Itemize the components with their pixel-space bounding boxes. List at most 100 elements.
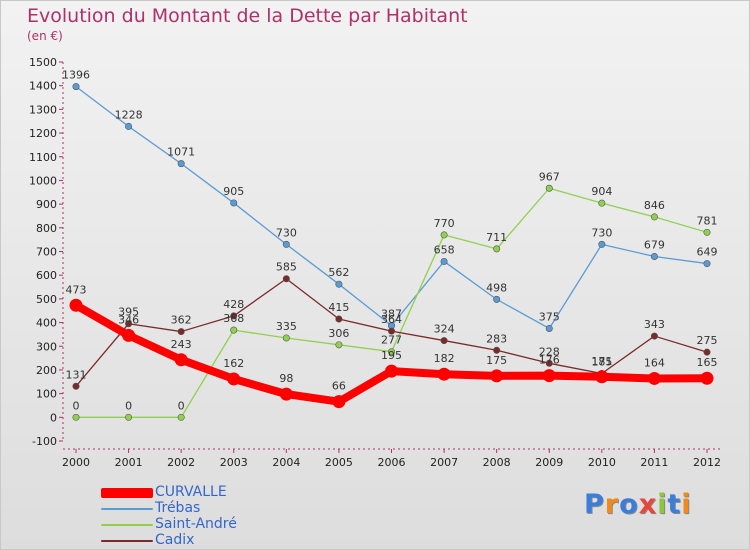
data-point <box>595 370 609 384</box>
logo-letter: t <box>667 489 682 520</box>
data-label: 175 <box>486 354 507 367</box>
data-point <box>387 348 395 356</box>
data-label: 730 <box>591 226 612 239</box>
data-point <box>122 328 136 342</box>
x-tick-label: 2011 <box>640 456 668 469</box>
x-tick-label: 2010 <box>588 456 616 469</box>
data-point <box>125 413 133 421</box>
data-point <box>227 372 241 386</box>
data-label: 473 <box>66 283 87 296</box>
data-label: 904 <box>591 185 612 198</box>
y-tick-label: 100 <box>36 388 57 401</box>
y-tick-label: 800 <box>36 222 57 235</box>
data-label: 306 <box>328 327 349 340</box>
data-point <box>440 337 448 345</box>
y-tick-label: 300 <box>36 340 57 353</box>
chart-title: Evolution du Montant de la Dette par Hab… <box>27 5 468 27</box>
series-line-trébas <box>75 85 708 330</box>
legend-swatch <box>101 524 153 526</box>
data-point <box>542 369 556 383</box>
data-label: 66 <box>332 380 346 393</box>
data-point <box>72 83 80 91</box>
data-point <box>332 395 346 409</box>
y-tick-label: 1100 <box>29 151 57 164</box>
data-point <box>598 199 606 207</box>
y-tick-label: 600 <box>36 269 57 282</box>
data-label: 0 <box>125 399 132 412</box>
logo-letter: i <box>681 489 692 520</box>
axes: -100010020030040050060070080090010001100… <box>29 56 721 469</box>
data-point <box>282 334 290 342</box>
data-label: 176 <box>539 354 560 367</box>
data-point <box>700 371 714 385</box>
data-label: 131 <box>66 368 87 381</box>
legend-label: Cadix <box>155 532 195 548</box>
y-tick-label: 1500 <box>29 56 57 69</box>
data-point <box>177 413 185 421</box>
data-label: 0 <box>178 399 185 412</box>
data-label: 324 <box>434 323 455 336</box>
data-label: 649 <box>697 246 718 259</box>
data-point <box>703 348 711 356</box>
data-label: 730 <box>276 226 297 239</box>
legend-label: Trébas <box>155 500 201 516</box>
data-label: 658 <box>434 243 455 256</box>
legend-label: CURVALLE <box>155 484 227 500</box>
data-point <box>650 252 658 260</box>
logo-letter: o <box>619 489 639 520</box>
y-tick-label: 200 <box>36 364 57 377</box>
data-point <box>493 245 501 253</box>
x-tick-label: 2005 <box>325 456 353 469</box>
data-label: 243 <box>171 338 192 351</box>
y-tick-label: 1200 <box>29 127 57 140</box>
data-point <box>703 228 711 236</box>
data-point <box>72 413 80 421</box>
y-tick-label: 400 <box>36 317 57 330</box>
x-tick-label: 2002 <box>167 456 195 469</box>
data-label: 162 <box>223 357 244 370</box>
x-tick-label: 2000 <box>62 456 90 469</box>
data-point <box>282 275 290 283</box>
data-point <box>282 240 290 248</box>
data-point <box>385 364 398 378</box>
data-label: 275 <box>697 334 718 347</box>
data-label: 905 <box>223 185 244 198</box>
y-tick-label: 700 <box>36 246 57 259</box>
data-label: 585 <box>276 261 297 274</box>
data-point <box>174 353 188 367</box>
data-label: 346 <box>118 313 139 326</box>
data-point <box>335 341 343 349</box>
data-label: 364 <box>381 313 402 326</box>
data-label: 967 <box>539 170 560 183</box>
data-label: 846 <box>644 199 665 212</box>
data-label: 387 <box>381 308 402 321</box>
data-label: 164 <box>644 356 665 369</box>
y-tick-label: 1300 <box>29 103 57 116</box>
data-label: 195 <box>381 349 402 362</box>
data-point <box>650 332 658 340</box>
data-point <box>437 367 451 381</box>
data-point <box>650 213 658 221</box>
x-tick-label: 2001 <box>115 456 143 469</box>
data-point <box>493 346 501 354</box>
x-tick-label: 2008 <box>483 456 511 469</box>
data-label: 171 <box>591 355 612 368</box>
data-point <box>545 324 553 332</box>
logo-letter: P <box>584 489 605 520</box>
data-label: 1071 <box>167 146 195 159</box>
x-tick-label: 2009 <box>535 456 563 469</box>
y-tick-label: 900 <box>36 198 57 211</box>
data-point <box>125 320 133 328</box>
data-label: 277 <box>381 334 402 347</box>
data-label: 711 <box>486 231 507 244</box>
data-label: 182 <box>434 352 455 365</box>
logo-letter: i <box>657 489 668 520</box>
data-labels: 473 346 243 162 98 66 195 182 175 176 171 164 165 139… <box>62 69 718 413</box>
y-tick-label: 0 <box>50 411 57 424</box>
data-point <box>440 231 448 239</box>
y-tick-label: 500 <box>36 293 57 306</box>
x-tick-label: 2006 <box>378 456 406 469</box>
logo-letter: r <box>604 489 620 520</box>
data-label: 368 <box>223 312 244 325</box>
